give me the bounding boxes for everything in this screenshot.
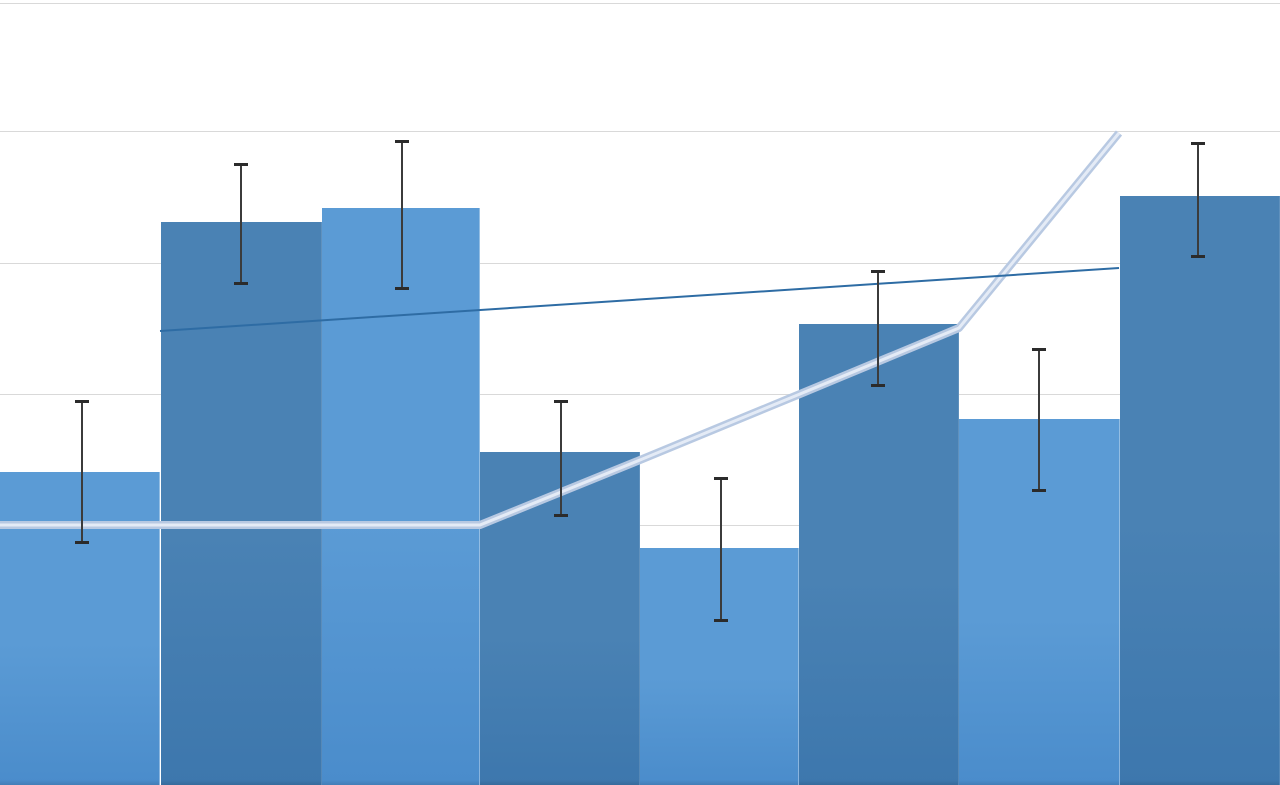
error-bar-6-cap-bottom bbox=[871, 384, 885, 387]
error-bar-1-cap-bottom bbox=[75, 541, 89, 544]
error-bar-5-cap-top bbox=[714, 477, 728, 480]
error-bar-2-cap-bottom bbox=[234, 282, 248, 285]
error-bar-2 bbox=[233, 163, 249, 285]
error-bar-4 bbox=[553, 400, 569, 517]
error-bar-1-cap-top bbox=[75, 400, 89, 403]
error-bar-4-cap-bottom bbox=[554, 514, 568, 517]
error-bar-3-cap-top bbox=[395, 140, 409, 143]
error-bar-2-stem bbox=[240, 163, 242, 285]
error-bar-1-stem bbox=[81, 400, 83, 544]
bar-6[interactable] bbox=[799, 324, 959, 785]
error-bar-7-cap-bottom bbox=[1032, 489, 1046, 492]
gridline-2 bbox=[0, 131, 1280, 132]
error-bar-4-stem bbox=[560, 400, 562, 517]
error-bar-1 bbox=[74, 400, 90, 544]
gridline-1 bbox=[0, 3, 1280, 4]
error-bar-7 bbox=[1031, 348, 1047, 492]
error-bar-4-cap-top bbox=[554, 400, 568, 403]
bar-2[interactable] bbox=[161, 222, 322, 785]
error-bar-5-cap-bottom bbox=[714, 619, 728, 622]
error-bar-5 bbox=[713, 477, 729, 622]
error-bar-8-cap-top bbox=[1191, 142, 1205, 145]
error-bar-6-stem bbox=[877, 270, 879, 387]
error-bar-8-cap-bottom bbox=[1191, 255, 1205, 258]
error-bar-3 bbox=[394, 140, 410, 290]
error-bar-2-cap-top bbox=[234, 163, 248, 166]
error-bar-8 bbox=[1190, 142, 1206, 258]
error-bar-3-cap-bottom bbox=[395, 287, 409, 290]
bar-5[interactable] bbox=[640, 548, 799, 785]
error-bar-8-stem bbox=[1197, 142, 1199, 258]
error-bar-7-cap-top bbox=[1032, 348, 1046, 351]
bar-3[interactable] bbox=[322, 208, 480, 785]
error-bar-6 bbox=[870, 270, 886, 387]
error-bar-5-stem bbox=[720, 477, 722, 622]
error-bar-6-cap-top bbox=[871, 270, 885, 273]
error-bar-7-stem bbox=[1038, 348, 1040, 492]
bar-8[interactable] bbox=[1120, 196, 1280, 785]
error-bar-3-stem bbox=[401, 140, 403, 290]
